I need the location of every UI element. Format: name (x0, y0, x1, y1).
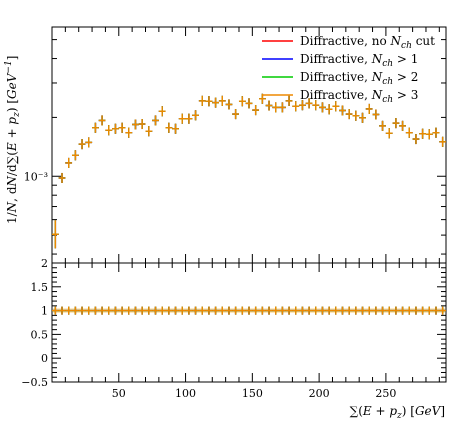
x-axis-label: ∑(E + pz) [GeV] (350, 404, 445, 421)
series-2 (52, 93, 446, 249)
x-tick-label: 150 (242, 387, 263, 400)
legend-label-2: Diffractive, Nch > 1 (300, 52, 418, 69)
x-tick-label: 100 (175, 387, 196, 400)
series-3 (52, 93, 446, 249)
ratio-y-tick-label: 0.5 (31, 328, 49, 341)
ratio-y-tick-label: 1.5 (31, 281, 49, 294)
ratio-y-tick-label: 2 (41, 257, 48, 270)
legend-label-4: Diffractive, Nch > 3 (300, 88, 418, 105)
series-4 (52, 93, 446, 249)
ratio-y-tick-label: 1 (41, 305, 48, 318)
ratio-y-tick-label: 0 (41, 352, 48, 365)
ratio-panel: −0.5 0 0.5 1 1.5 2 (21, 257, 447, 389)
legend-label-3: Diffractive, Nch > 2 (300, 70, 418, 87)
series-1 (52, 93, 446, 249)
x-tick-label: 200 (309, 387, 330, 400)
x-tick-label: 50 (112, 387, 126, 400)
legend-label-1: Diffractive, no Nch cut (300, 34, 435, 51)
y-tick-label: 10⁻³ (24, 170, 48, 183)
x-tick-label: 250 (375, 387, 396, 400)
x-axis-tick-labels: 50 100 150 200 250 (112, 387, 397, 400)
ratio-series-4 (52, 306, 446, 315)
ratio-plot-frame (51, 262, 447, 383)
main-panel: 10⁻³ (24, 26, 447, 264)
y-axis-label: 1/N, dN/d∑(E + pz) [GeV−1] (4, 56, 22, 224)
ratio-y-tick-label: −0.5 (21, 376, 48, 389)
